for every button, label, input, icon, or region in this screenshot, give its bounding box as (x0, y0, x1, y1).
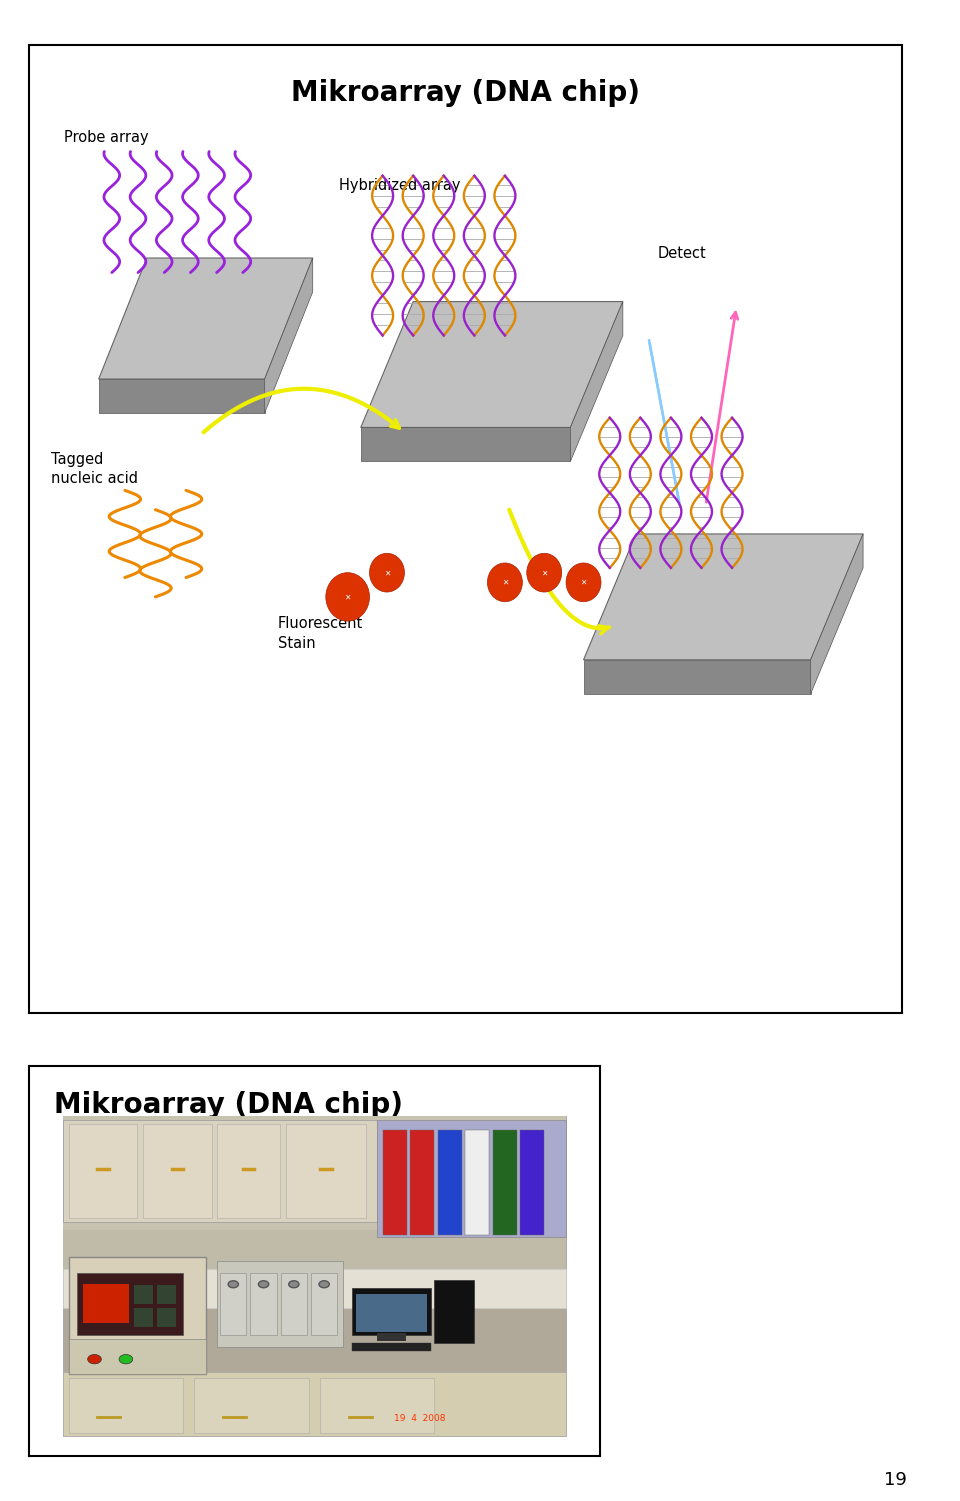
Bar (217, 1261, 343, 1346)
Circle shape (319, 1280, 329, 1288)
Bar (286, 1124, 366, 1217)
Bar (134, 1285, 153, 1304)
Text: ✕: ✕ (541, 569, 547, 578)
Polygon shape (361, 428, 570, 461)
Text: 19: 19 (884, 1471, 907, 1489)
Text: Probe array: Probe array (63, 131, 149, 144)
Bar (69, 1339, 205, 1373)
Polygon shape (265, 258, 313, 413)
Bar (134, 1309, 153, 1327)
Bar (63, 1120, 377, 1222)
Bar (438, 1130, 462, 1235)
Bar (157, 1309, 176, 1327)
Bar (410, 1130, 434, 1235)
Bar (84, 1285, 129, 1324)
Polygon shape (584, 660, 810, 693)
Circle shape (527, 554, 562, 591)
Circle shape (228, 1280, 238, 1288)
Bar (220, 1273, 247, 1334)
Text: Mikroarray (DNA chip): Mikroarray (DNA chip) (291, 80, 640, 107)
Bar (520, 1130, 544, 1235)
Text: ✕: ✕ (581, 578, 587, 587)
Bar (466, 1130, 490, 1235)
Polygon shape (584, 534, 863, 660)
Bar (251, 1273, 276, 1334)
Bar (351, 1288, 431, 1334)
Bar (63, 1117, 565, 1237)
Polygon shape (99, 380, 265, 413)
Circle shape (566, 563, 601, 602)
Bar (143, 1124, 211, 1217)
Text: Mikroarray (DNA chip): Mikroarray (DNA chip) (54, 1091, 403, 1120)
Bar (78, 1273, 183, 1334)
Text: Hybridized array: Hybridized array (339, 179, 461, 194)
Polygon shape (570, 302, 623, 461)
Bar (434, 1280, 474, 1343)
Circle shape (119, 1354, 132, 1364)
Circle shape (370, 554, 404, 591)
Bar (377, 1120, 565, 1237)
Bar (492, 1130, 516, 1235)
Text: Detect: Detect (658, 246, 707, 261)
Bar (280, 1273, 307, 1334)
Bar (383, 1130, 407, 1235)
Circle shape (488, 563, 522, 602)
Bar (63, 1268, 565, 1307)
Text: Fluorescent
Stain: Fluorescent Stain (277, 617, 363, 651)
Bar (63, 1372, 565, 1436)
Text: ✕: ✕ (384, 569, 390, 578)
Text: ✕: ✕ (345, 593, 350, 602)
Bar (377, 1333, 406, 1340)
Bar (69, 1124, 137, 1217)
Bar (320, 1378, 434, 1432)
Bar (69, 1378, 183, 1432)
Circle shape (258, 1280, 269, 1288)
Bar (69, 1256, 205, 1373)
Polygon shape (99, 258, 313, 380)
Bar (355, 1294, 427, 1331)
Text: 19  4  2008: 19 4 2008 (395, 1414, 445, 1423)
Bar (351, 1343, 431, 1351)
Circle shape (289, 1280, 299, 1288)
Text: ✕: ✕ (502, 578, 508, 587)
Bar (195, 1378, 309, 1432)
Bar (63, 1117, 565, 1436)
Circle shape (87, 1354, 102, 1364)
Polygon shape (810, 534, 863, 693)
Bar (63, 1229, 565, 1276)
Bar (217, 1124, 280, 1217)
Circle shape (325, 573, 370, 621)
Text: Tagged
nucleic acid: Tagged nucleic acid (51, 452, 137, 486)
Bar (311, 1273, 337, 1334)
Polygon shape (361, 302, 623, 428)
Bar (157, 1285, 176, 1304)
